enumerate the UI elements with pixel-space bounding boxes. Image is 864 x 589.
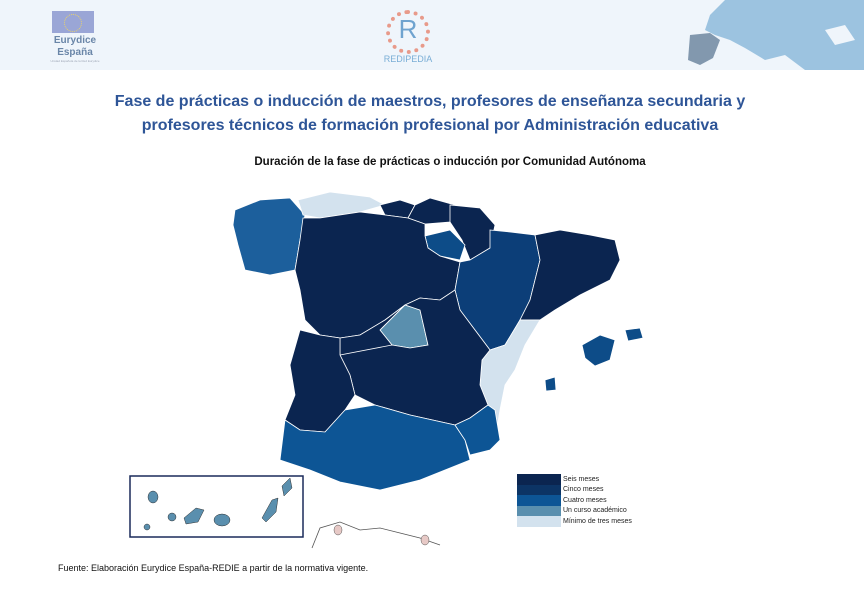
redipedia-logo: R xyxy=(398,14,418,44)
region-cataluna xyxy=(519,229,621,321)
page-title: Fase de prácticas o inducción de maestro… xyxy=(114,93,746,134)
region-asturias xyxy=(297,191,387,219)
region-menorca xyxy=(624,327,644,342)
page-header: Eurydice España Unidad Española de la Re… xyxy=(0,0,864,70)
region-melilla xyxy=(420,534,430,546)
eu-flag-icon xyxy=(52,11,94,33)
region-andalucia xyxy=(279,404,471,491)
legend-item: Un curso académico xyxy=(517,505,632,516)
legend-item: Cuatro meses xyxy=(517,495,632,506)
region-canarias xyxy=(143,477,293,531)
eurydice-line2: España xyxy=(57,47,93,58)
redipedia-ring-icon xyxy=(386,10,430,54)
source-note: Fuente: Elaboración Eurydice España-REDI… xyxy=(58,563,369,573)
europe-map-icon xyxy=(688,0,864,70)
legend-label: Un curso académico xyxy=(563,507,627,515)
legend-label: Cinco meses xyxy=(563,486,604,494)
map-title: Duración de la fase de prácticas o induc… xyxy=(254,156,646,168)
eurydice-logo: Eurydice España Unidad Española de la Re… xyxy=(46,35,104,63)
legend-label: Cuatro meses xyxy=(563,496,607,504)
canarias-inset xyxy=(129,475,304,538)
region-ceuta xyxy=(333,524,343,536)
redipedia-label: REDIPEDIA xyxy=(383,54,433,64)
legend-label: Mínimo de tres meses xyxy=(563,517,632,525)
map-legend: Seis meses Cinco meses Cuatro meses Un c… xyxy=(517,474,632,527)
region-galicia xyxy=(232,197,306,276)
legend-item: Mínimo de tres meses xyxy=(517,516,632,527)
legend-item: Cinco meses xyxy=(517,484,632,495)
ceuta-melilla-coast xyxy=(311,521,441,549)
eurydice-line1: Eurydice xyxy=(53,35,97,46)
eurydice-sub: Unidad Española de la Red Eurydice xyxy=(50,59,100,63)
region-mallorca xyxy=(581,334,616,367)
region-murcia xyxy=(454,404,501,456)
legend-item: Seis meses xyxy=(517,474,632,485)
region-ibiza xyxy=(544,376,557,392)
legend-label: Seis meses xyxy=(563,475,600,483)
